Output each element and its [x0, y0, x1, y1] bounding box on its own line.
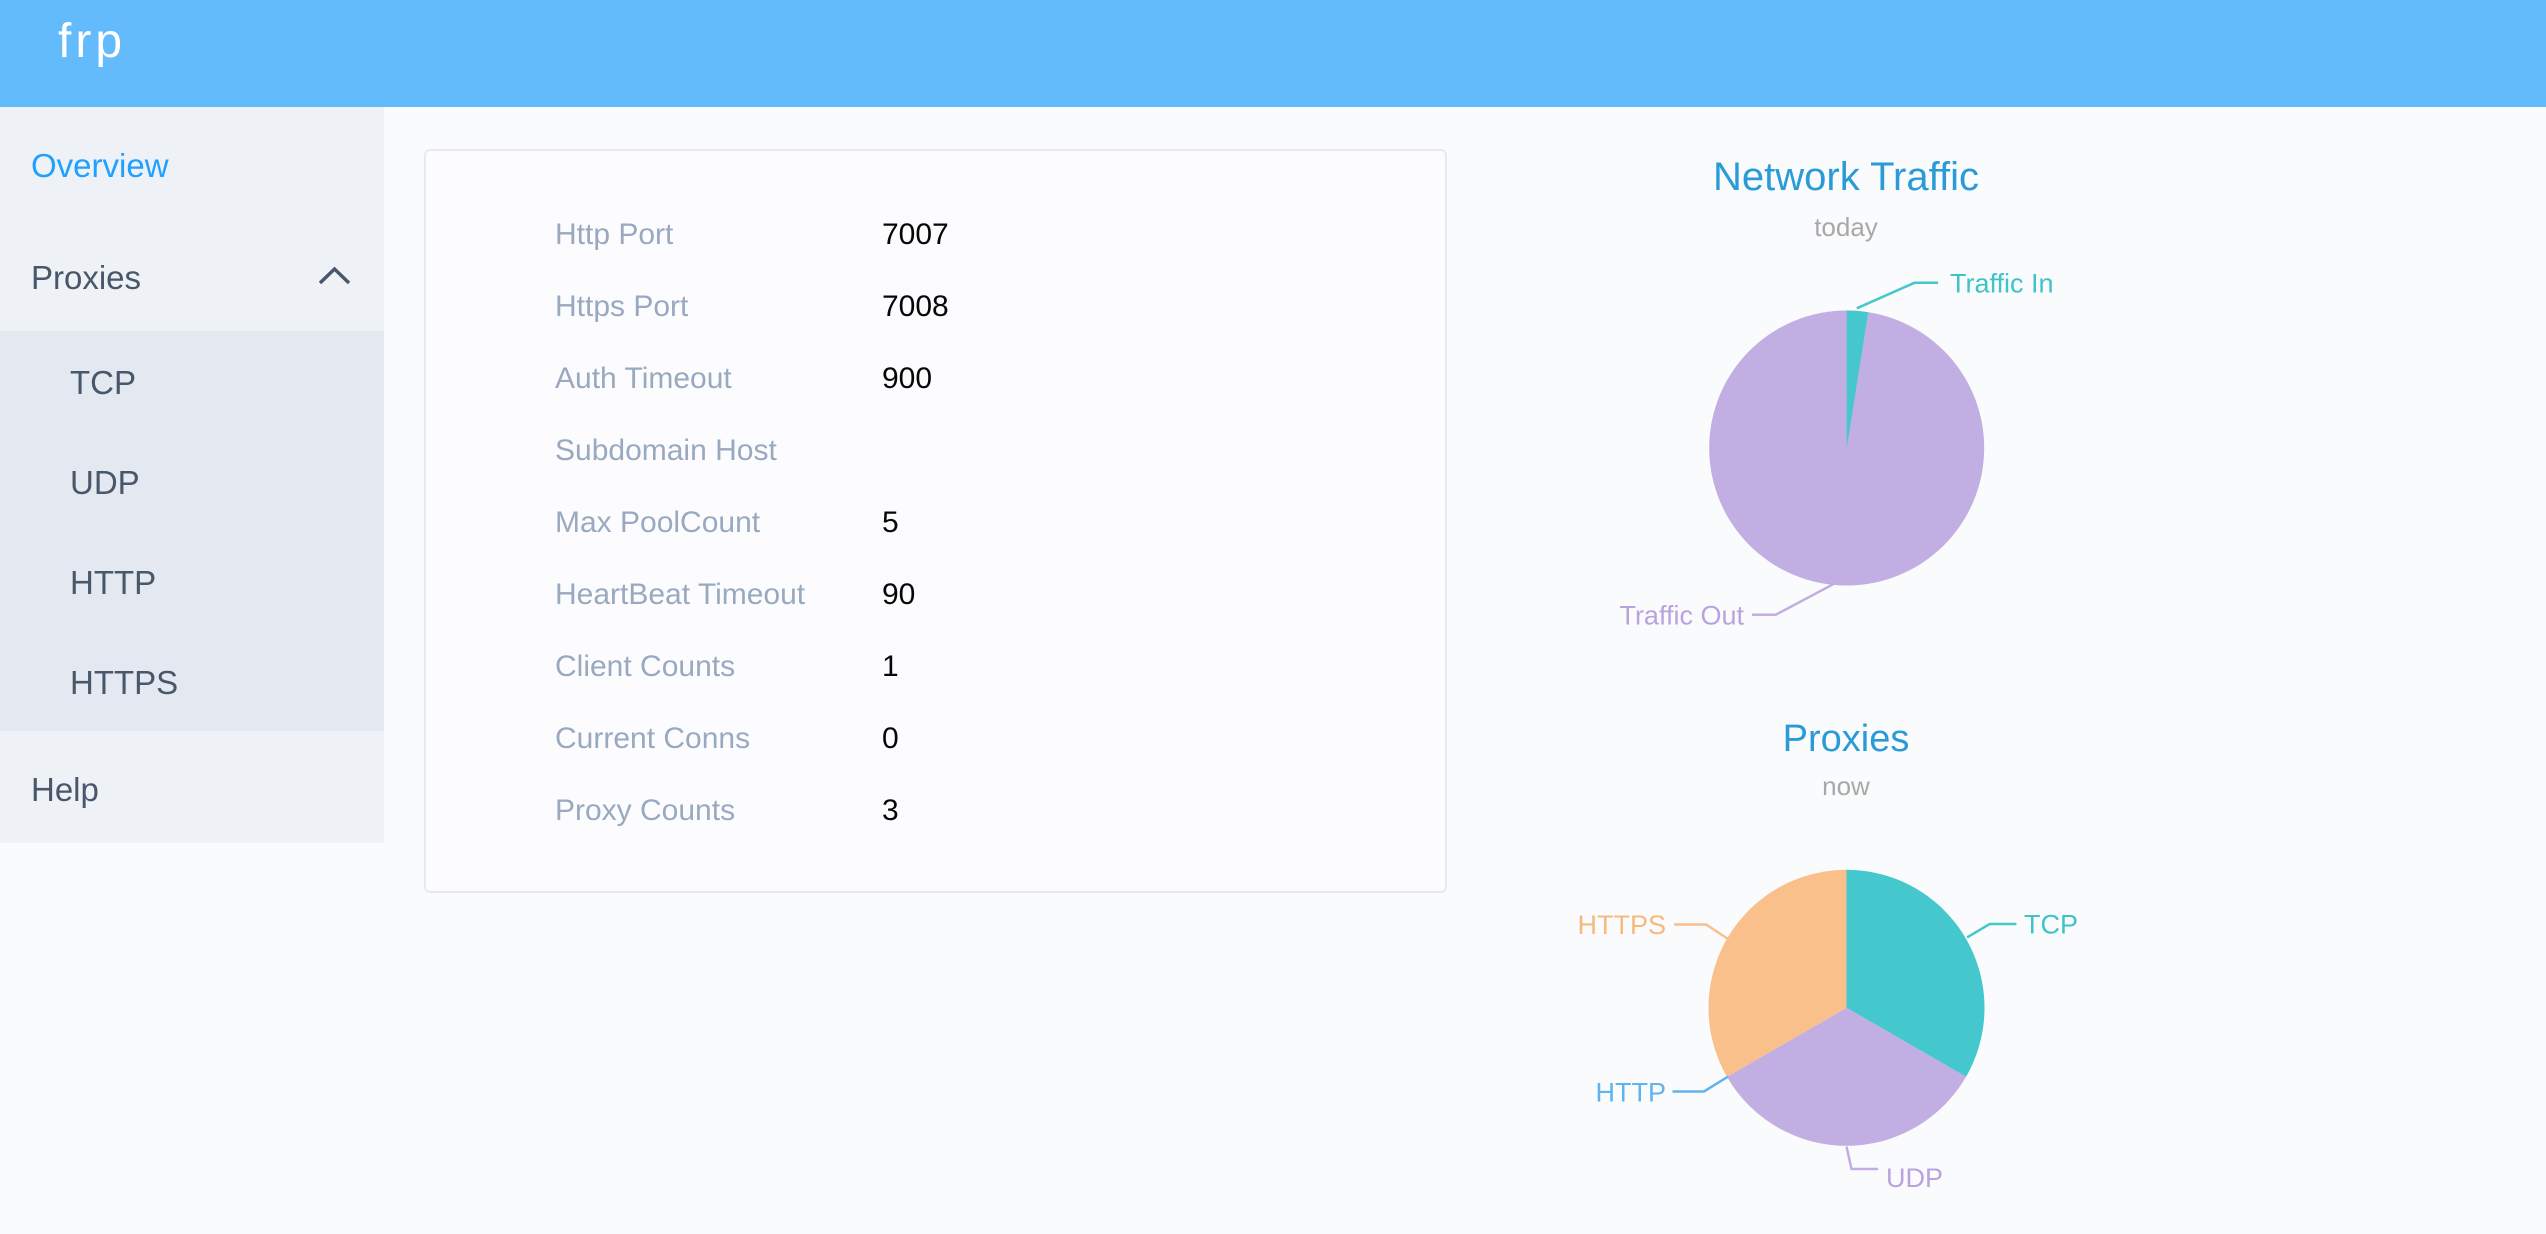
svg-text:Traffic In: Traffic In [1950, 269, 2054, 299]
svg-text:HTTPS: HTTPS [1577, 910, 1666, 940]
svg-text:UDP: UDP [1886, 1163, 1943, 1193]
svg-text:Traffic Out: Traffic Out [1619, 601, 1744, 631]
svg-text:today: today [1814, 212, 1878, 242]
svg-text:now: now [1822, 771, 1870, 801]
svg-text:Proxies: Proxies [1783, 718, 1910, 760]
svg-text:HTTP: HTTP [1596, 1078, 1667, 1108]
svg-text:Network Traffic: Network Traffic [1713, 155, 1979, 199]
svg-text:TCP: TCP [2024, 910, 2078, 940]
